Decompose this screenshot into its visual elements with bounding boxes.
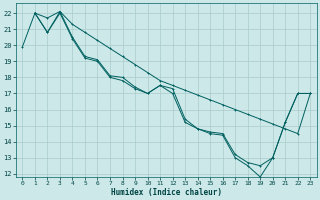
X-axis label: Humidex (Indice chaleur): Humidex (Indice chaleur) [111, 188, 222, 197]
